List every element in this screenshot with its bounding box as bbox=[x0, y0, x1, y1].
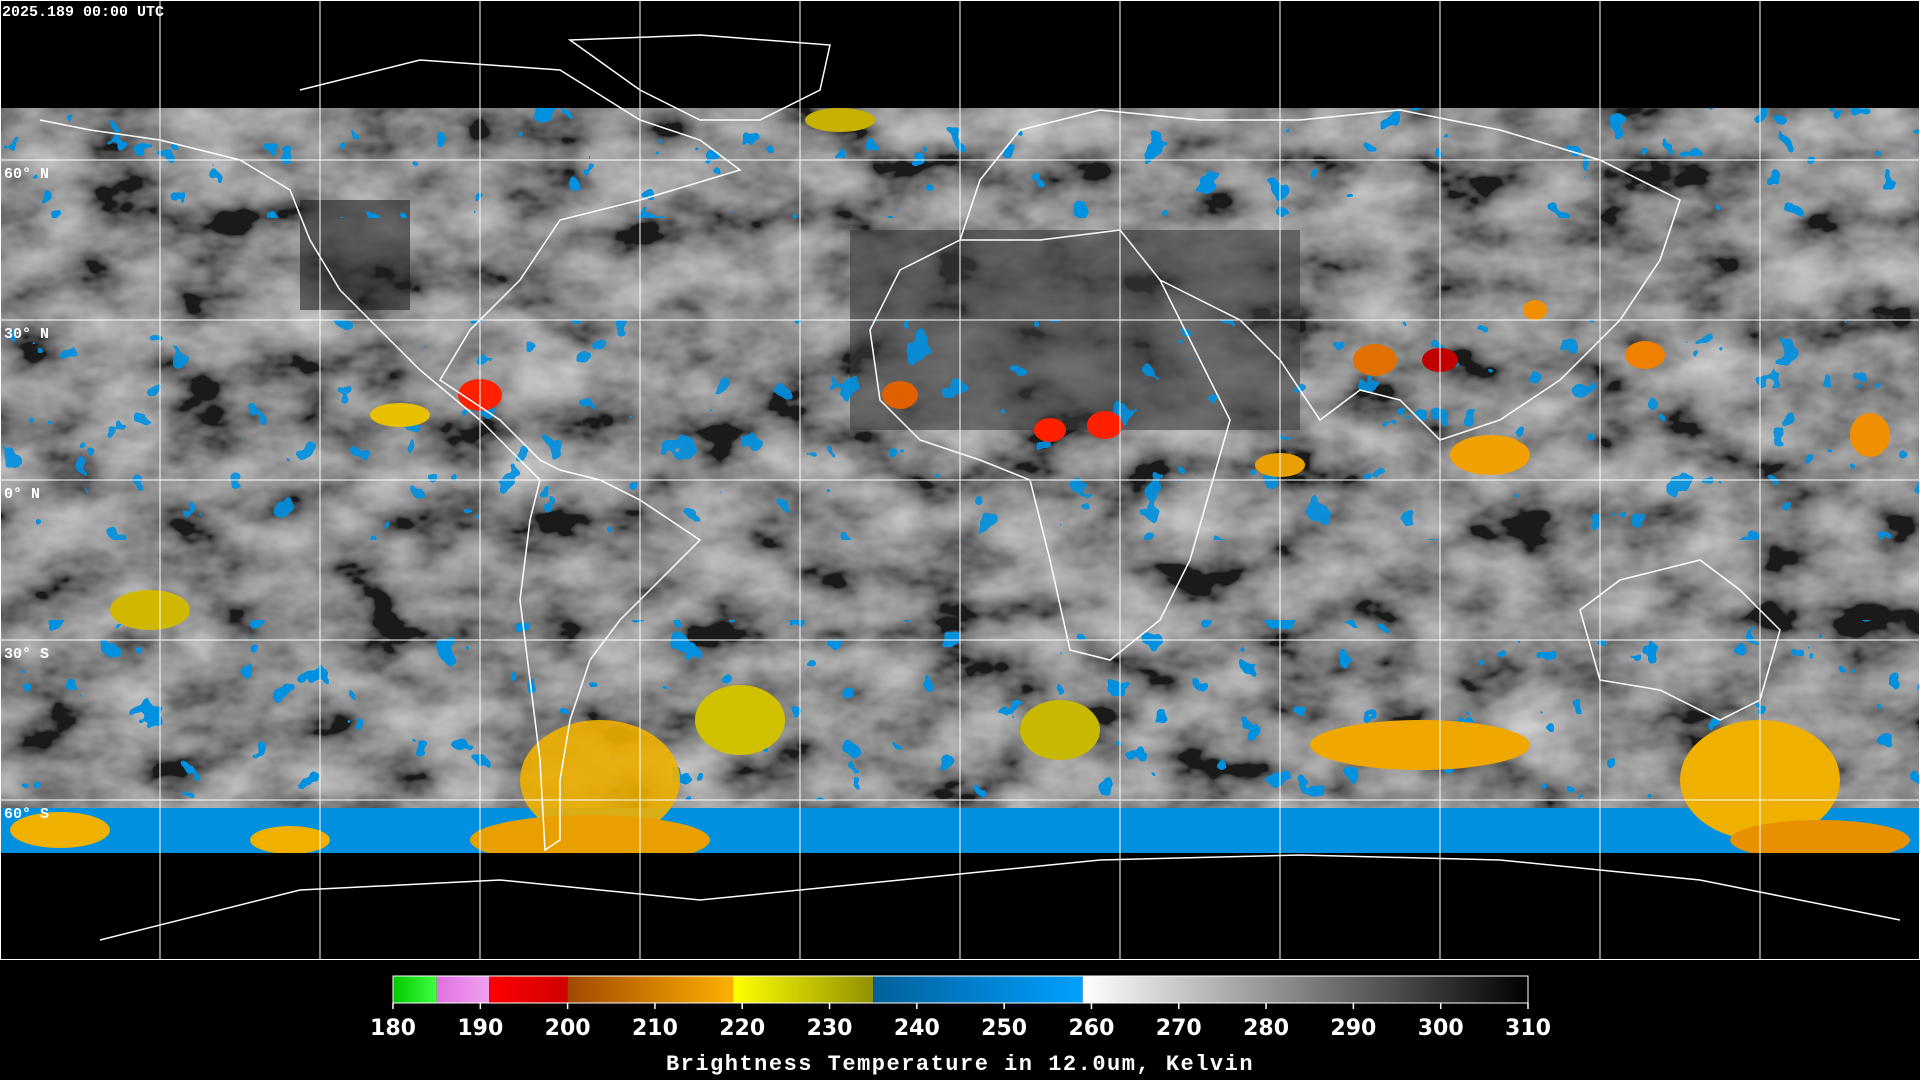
colorbar-frame bbox=[392, 975, 1529, 1004]
colorbar-tick-label: 290 bbox=[1330, 1016, 1376, 1041]
colorbar-tick-label: 200 bbox=[545, 1016, 591, 1041]
colorbar-tick-label: 240 bbox=[894, 1016, 940, 1041]
colorbar-label: Brightness Temperature in 12.0um, Kelvin bbox=[666, 1052, 1254, 1077]
colorbar-segment bbox=[489, 976, 568, 1003]
convective-cells bbox=[10, 108, 1910, 853]
lat-label: 30° N bbox=[4, 326, 49, 343]
colorbar-tick-label: 180 bbox=[370, 1016, 416, 1041]
lat-label: 0° N bbox=[4, 486, 40, 503]
colorbar-tick-label: 210 bbox=[632, 1016, 678, 1041]
lat-label: 30° S bbox=[4, 646, 49, 663]
colorbar-tick-label: 230 bbox=[807, 1016, 853, 1041]
colorbar-tick-label: 270 bbox=[1156, 1016, 1202, 1041]
colorbar-segment bbox=[873, 976, 1083, 1003]
colorbar: 180 190 200 210 220 230 240 250 260 270 280 290 300 3… bbox=[370, 975, 1551, 1041]
lat-label: 60° N bbox=[4, 166, 49, 183]
colorbar-tick-label: 250 bbox=[981, 1016, 1027, 1041]
colorbar-tick-label: 260 bbox=[1068, 1016, 1114, 1041]
colorbar-tick-label: 190 bbox=[457, 1016, 503, 1041]
graticule: 60° N 30° N 0° N 30° S 60° S bbox=[0, 0, 1920, 960]
colorbar-tick-label: 310 bbox=[1505, 1016, 1551, 1041]
lat-label: 60° S bbox=[4, 806, 49, 823]
colorbar-tick-label: 220 bbox=[719, 1016, 765, 1041]
colorbar-segment bbox=[567, 976, 734, 1003]
colorbar-segment bbox=[393, 976, 437, 1003]
colorbar-tick-label: 280 bbox=[1243, 1016, 1289, 1041]
colorbar-segment bbox=[733, 976, 874, 1003]
colorbar-segment bbox=[1082, 976, 1528, 1003]
colorbar-segment bbox=[436, 976, 490, 1003]
title: 2025.189 00:00 UTC bbox=[2, 4, 164, 21]
colorbar-tick-label: 300 bbox=[1418, 1016, 1464, 1041]
